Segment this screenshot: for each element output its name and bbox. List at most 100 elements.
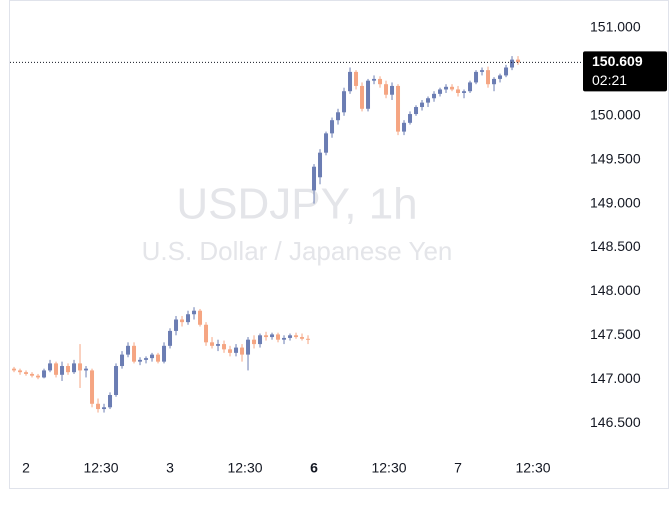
candle-body [108, 394, 113, 408]
candle-body [228, 349, 233, 353]
candle-body [18, 370, 23, 373]
candle-body [468, 82, 473, 92]
last-price-label: 150.609 [592, 53, 643, 69]
candle-body [486, 70, 491, 85]
x-tick-label: 6 [310, 460, 318, 476]
candle-body [300, 337, 305, 339]
candle-body [162, 345, 167, 362]
candle-body [132, 345, 137, 362]
countdown: 02:21 [592, 72, 627, 88]
y-tick-label: 148.000 [590, 282, 641, 298]
candle-body [408, 114, 413, 123]
candle-body [12, 368, 17, 371]
candle-body [66, 366, 71, 373]
candle-body [90, 370, 95, 404]
candle-body [186, 314, 191, 323]
candle-body [456, 89, 461, 93]
candle-body [144, 358, 149, 360]
candle-body [390, 85, 395, 95]
candle-body [48, 363, 53, 371]
candle-body [192, 310, 197, 315]
candle-body [246, 339, 251, 355]
candle-body [462, 91, 467, 93]
candle-body [234, 347, 239, 353]
x-tick-label: 12:30 [371, 460, 406, 476]
candle-body [420, 102, 425, 108]
candle-body [30, 373, 35, 376]
candle-body [102, 407, 107, 410]
y-tick-label: 149.500 [590, 150, 641, 166]
candle-body [492, 78, 497, 85]
x-tick-label: 7 [454, 460, 462, 476]
candle-body [36, 375, 41, 378]
candle-body [42, 370, 47, 378]
candle-body [270, 334, 275, 338]
candle-body [120, 354, 125, 367]
candle-body [504, 67, 509, 76]
candle-body [396, 85, 401, 132]
candle-body [510, 59, 515, 68]
candle-body [480, 70, 485, 72]
candle-body [54, 363, 59, 375]
candle-body [264, 335, 269, 338]
candle-body [114, 366, 119, 395]
candle-body [276, 334, 281, 340]
x-tick-label: 12:30 [83, 460, 118, 476]
candle-body [336, 112, 341, 121]
candle-body [138, 359, 143, 362]
candle-body [432, 93, 437, 99]
chart-frame [9, 0, 669, 489]
y-tick-label: 146.500 [590, 414, 641, 430]
candle-body [342, 91, 347, 113]
candle-body [450, 86, 455, 90]
candle-body [204, 324, 209, 343]
candle-body [384, 84, 389, 95]
candle-body [426, 98, 431, 103]
candle-body [360, 85, 365, 109]
candle-body [444, 86, 449, 90]
candle-body [210, 342, 215, 346]
candle-body [402, 122, 407, 132]
candle-body [348, 71, 353, 92]
candle-body [312, 166, 317, 191]
candle-body [150, 354, 155, 359]
y-tick-label: 150.000 [590, 107, 641, 123]
candle-body [24, 372, 29, 374]
candle-body [378, 78, 383, 85]
candle-body [288, 335, 293, 338]
y-tick-label: 151.000 [590, 19, 641, 35]
candle-body [198, 310, 203, 325]
candle-body [318, 152, 323, 178]
candle-body [498, 75, 503, 79]
candle-body [414, 107, 419, 115]
y-tick-label: 148.500 [590, 238, 641, 254]
candle-body [78, 363, 83, 371]
candle-body [84, 368, 89, 371]
candle-body [180, 319, 185, 323]
candle-body [474, 71, 479, 83]
y-tick-label: 147.500 [590, 326, 641, 342]
candle-body [60, 366, 65, 375]
candle-body [324, 133, 329, 153]
y-tick-label: 149.000 [590, 194, 641, 210]
candle-body [516, 59, 521, 63]
candle-body [96, 403, 101, 410]
candle-body [258, 335, 263, 345]
candle-body [156, 354, 161, 362]
candle-body [240, 347, 245, 355]
candle-body [72, 363, 77, 373]
candle-body [252, 339, 257, 345]
candle-body [330, 120, 335, 134]
candle-body [216, 344, 221, 346]
candle-body [282, 337, 287, 340]
candle-body [222, 344, 227, 350]
candle-body [126, 345, 131, 355]
last-price-box [583, 51, 667, 92]
candle-body [354, 71, 359, 86]
x-tick-label: 12:30 [515, 460, 550, 476]
candle-body [168, 330, 173, 346]
x-tick-label: 3 [166, 460, 174, 476]
y-tick-label: 147.000 [590, 370, 641, 386]
candle-body [372, 78, 377, 81]
